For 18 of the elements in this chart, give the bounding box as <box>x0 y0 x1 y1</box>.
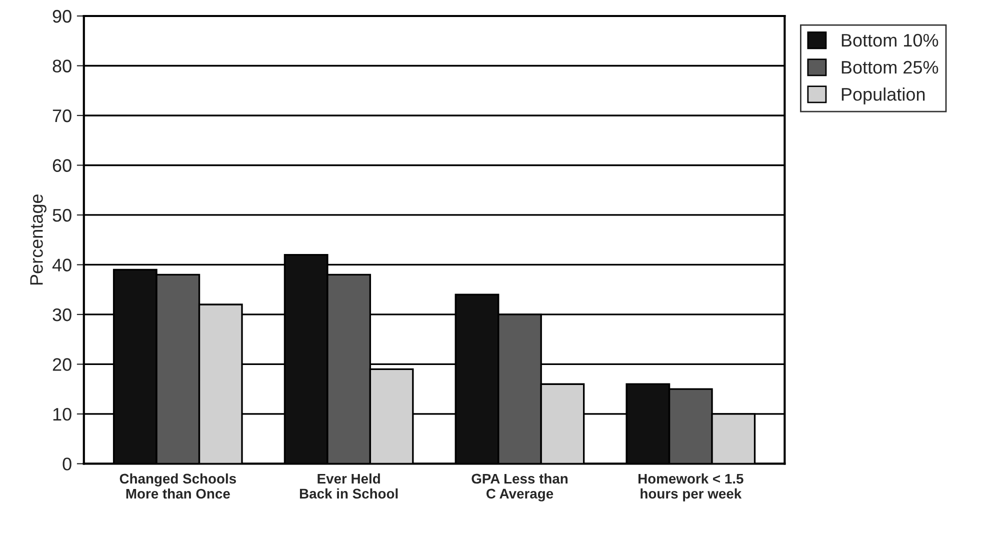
x-tick-label: Homework < 1.5 hours per week <box>638 473 744 502</box>
x-tick-label: Changed Schools More than Once <box>120 473 236 499</box>
legend-label: Bottom 10% <box>842 34 938 47</box>
y-tick-label: 40 <box>52 258 72 272</box>
y-tick-label: 20 <box>52 358 72 371</box>
y-tick-label: 60 <box>52 159 72 172</box>
y-tick-label: 80 <box>52 60 72 72</box>
x-tick-label: Ever Held Back in School <box>300 473 398 499</box>
y-tick-label: 30 <box>52 308 72 322</box>
x-tick-label: GPA Less than C Average <box>472 473 568 502</box>
legend-label: Population <box>842 87 925 104</box>
y-tick-label: 50 <box>52 208 72 222</box>
legend-label: Bottom 25% <box>842 60 938 74</box>
y-tick-label: 0 <box>62 458 72 470</box>
y-tick-label: 70 <box>52 109 72 122</box>
y-tick-label: 90 <box>52 10 72 23</box>
y-axis-title: Percentage <box>30 194 46 285</box>
y-tick-label: 10 <box>53 408 72 421</box>
